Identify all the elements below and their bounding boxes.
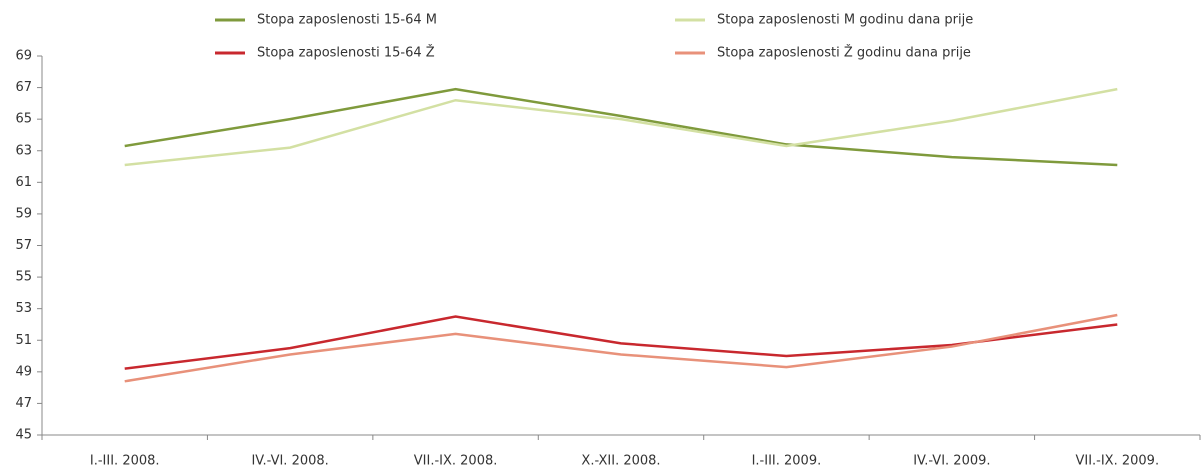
legend-label: Stopa zaposlenosti Ž godinu dana prije <box>717 45 971 61</box>
x-tick-label: I.-III. 2009. <box>752 454 822 469</box>
x-tick-label: VII.-IX. 2009. <box>1075 454 1159 469</box>
x-tick-label: I.-III. 2008. <box>90 454 160 469</box>
y-tick-label: 67 <box>15 80 32 95</box>
series-line <box>124 315 1118 370</box>
y-tick-label: 51 <box>15 333 32 348</box>
series-line <box>124 87 1118 167</box>
legend-label: Stopa zaposlenosti M godinu dana prije <box>717 13 973 28</box>
y-tick-label: 57 <box>15 238 32 253</box>
y-tick-label: 63 <box>15 143 32 158</box>
y-tick-label: 49 <box>15 364 32 379</box>
x-tick-label: IV.-VI. 2008. <box>251 454 328 469</box>
legend-label: Stopa zaposlenosti 15-64 Ž <box>257 45 435 61</box>
y-tick-label: 59 <box>15 206 32 221</box>
legend-label: Stopa zaposlenosti 15-64 M <box>257 13 437 28</box>
series-line <box>124 313 1118 383</box>
y-tick-label: 65 <box>15 112 32 127</box>
y-tick-label: 45 <box>15 428 32 443</box>
series-line <box>124 87 1118 167</box>
y-tick-label: 47 <box>15 396 32 411</box>
x-tick-label: VII.-IX. 2008. <box>414 454 498 469</box>
y-tick-label: 53 <box>15 301 32 316</box>
x-tick-label: IV.-VI. 2009. <box>913 454 990 469</box>
y-tick-label: 61 <box>15 175 32 190</box>
y-tick-label: 55 <box>15 270 32 285</box>
x-tick-label: X.-XII. 2008. <box>581 454 660 469</box>
y-tick-label: 69 <box>15 49 32 64</box>
